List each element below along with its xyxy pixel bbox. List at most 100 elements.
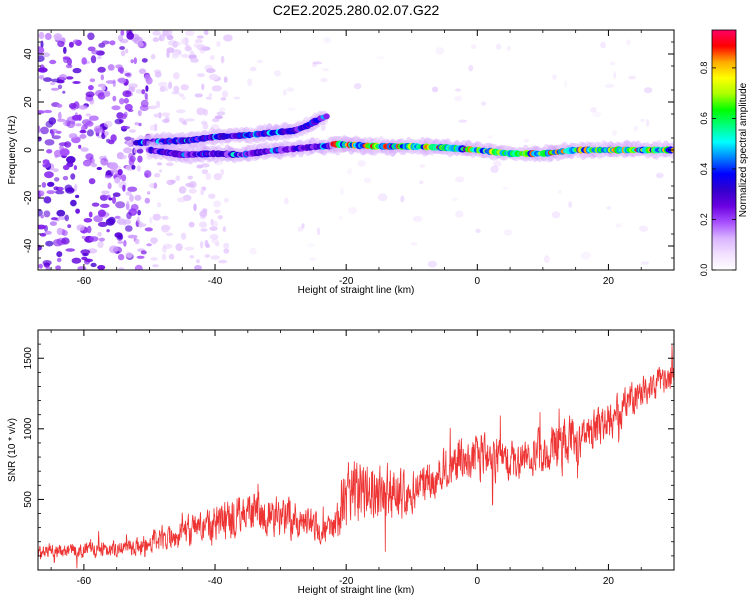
colorbar: 0.0 0.2 0.4 0.6 0.8 Normalized spectral ampl…: [699, 29, 749, 276]
spectrogram-noise-blob: [136, 148, 144, 154]
spectrogram-noise-blob: [604, 83, 615, 88]
spectrogram-noise-blob: [377, 193, 388, 202]
spectrogram-noise-blob: [138, 68, 147, 74]
spectrogram-noise-blob: [75, 208, 80, 214]
spectrogram-noise-blob: [89, 236, 99, 242]
spectrogram-noise-blob: [124, 136, 132, 141]
spectrogram-noise-blob: [322, 68, 330, 72]
spectrogram-noise-blob: [76, 224, 85, 231]
spectrogram-noise-blob: [220, 168, 225, 176]
spectrogram-noise-blob: [129, 194, 134, 202]
spectrogram-noise-blob: [108, 139, 115, 145]
spectrogram-noise-blob: [176, 41, 182, 46]
spectrogram-noise-blob: [150, 53, 156, 60]
spectrogram-noise-blob: [159, 169, 163, 173]
spectrogram-noise-blob: [626, 39, 631, 46]
spectrogram-xlabel: Height of straight line (km): [298, 285, 415, 296]
spectrogram-noise-blob: [353, 83, 362, 90]
spectrogram-noise-blob: [90, 163, 98, 168]
spectrogram-noise-blob: [85, 153, 94, 161]
spectrogram-noise-blob: [55, 265, 61, 270]
spectrogram-noise-blob: [301, 223, 305, 229]
spectrogram-noise-blob: [150, 257, 158, 261]
spectrogram-noise-blob: [75, 123, 82, 127]
spectrogram-noise-blob: [100, 203, 110, 208]
spectrogram-noise-blob: [148, 105, 157, 110]
spectrogram-noise-blob: [133, 57, 137, 65]
spectrogram-noise-blob: [184, 246, 195, 251]
spectrogram-noise-blob: [612, 130, 618, 136]
spectrogram-noise-blob: [502, 186, 509, 190]
spectrogram-noise-blob: [67, 224, 72, 229]
spectrogram-noise-blob: [284, 197, 289, 205]
spectrogram-noise-blob: [75, 194, 80, 199]
spectrogram-noise-blob: [338, 215, 343, 220]
spectrogram-noise-blob: [412, 215, 423, 222]
spectrogram-noise-blob: [71, 114, 81, 121]
spectrogram-noise-blob: [120, 50, 126, 57]
spectrogram-noise-blob: [216, 111, 226, 116]
spectrogram-noise-blob: [149, 216, 153, 224]
snr-ylabel: SNR (10 * v/v): [7, 418, 18, 482]
spectrogram-noise-blob: [83, 218, 93, 223]
spectrogram-noise-blob: [249, 66, 257, 72]
spectrogram-noise-blob: [196, 35, 204, 39]
spectrogram-noise-blob: [125, 48, 129, 54]
spectrogram-noise-blob: [68, 41, 74, 48]
spectrogram-noise-blob: [363, 177, 372, 184]
spectrogram-noise-blob: [346, 168, 353, 175]
snr-ytick-label: 1500: [23, 347, 34, 370]
spectrogram-noise-blob: [90, 262, 97, 268]
spectrogram-noise-blob: [480, 101, 487, 106]
spectrogram-noise-blob: [348, 207, 358, 214]
spectrogram-noise-blob: [125, 252, 133, 259]
spectrogram-noise-blob: [133, 36, 144, 45]
spectrogram-noise-blob: [68, 102, 77, 109]
spectrogram-noise-blob: [205, 96, 213, 100]
spectrogram-noise-blob: [590, 107, 597, 113]
chart-title: C2E2.2025.280.02.07.G22: [273, 2, 440, 18]
spectrogram-noise-blob: [551, 211, 561, 219]
spectrogram-noise-blob: [79, 134, 87, 139]
spectrogram-noise-blob: [57, 40, 65, 48]
spectrogram-noise-blob: [600, 41, 606, 49]
spectrogram-noise-blob: [152, 37, 160, 43]
spectrogram-noise-blob: [88, 211, 93, 218]
spectrogram-noise-blob: [65, 64, 73, 69]
spectrogram-noise-blob: [103, 120, 113, 128]
spectrogram-noise-blob: [124, 72, 131, 77]
spectrogram-noise-blob: [158, 35, 162, 42]
spectrogram-noise-blob: [200, 228, 208, 232]
spectrogram-noise-blob: [101, 190, 110, 195]
spectrogram-noise-blob: [323, 37, 331, 44]
spectrogram-noise-blob: [73, 165, 78, 171]
spectrogram-panel: -60 -40 -20 0 20 -40 -20 0 20 40 Height of straig…: [7, 29, 675, 296]
spectrogram-noise-blob: [454, 88, 462, 92]
spectrogram-noise-blob: [208, 93, 213, 97]
spectrogram-noise-blob: [233, 96, 241, 100]
spectrogram-noise-blob: [166, 34, 174, 41]
spectrogram-noise-blob: [178, 93, 185, 97]
spectrogram-noise-blob: [475, 228, 481, 233]
spectrogram-noise-blob: [131, 164, 136, 170]
spectrogram-noise-blob: [136, 216, 141, 223]
spectrogram-noise-blob: [96, 166, 103, 171]
spectrogram-noise-blob: [208, 193, 216, 199]
spectrogram-noise-blob: [84, 228, 89, 233]
spectrogram-noise-blob: [150, 237, 158, 244]
spectrogram-noise-blob: [97, 56, 102, 60]
snr-frame: [37, 329, 675, 571]
spectrogram-noise-blob: [112, 196, 116, 204]
spectrogram-noise-blob: [178, 117, 185, 123]
colorbar-tick-label: 0.6: [699, 112, 709, 125]
spectrogram-noise-blob: [125, 202, 130, 211]
spectrogram-noise-blob: [610, 61, 615, 66]
spectrogram-noise-blob: [455, 210, 464, 218]
spectrogram-noise-blob: [107, 194, 111, 199]
spectrogram-noise-blob: [120, 113, 127, 120]
spectrogram-noise-blob: [128, 129, 136, 133]
spectrogram-noise-blob: [66, 156, 76, 164]
spectrogram-noise-blob: [116, 218, 127, 225]
spectrogram-ytick-label: 40: [23, 48, 34, 60]
spectrogram-noise-blob: [87, 32, 95, 41]
